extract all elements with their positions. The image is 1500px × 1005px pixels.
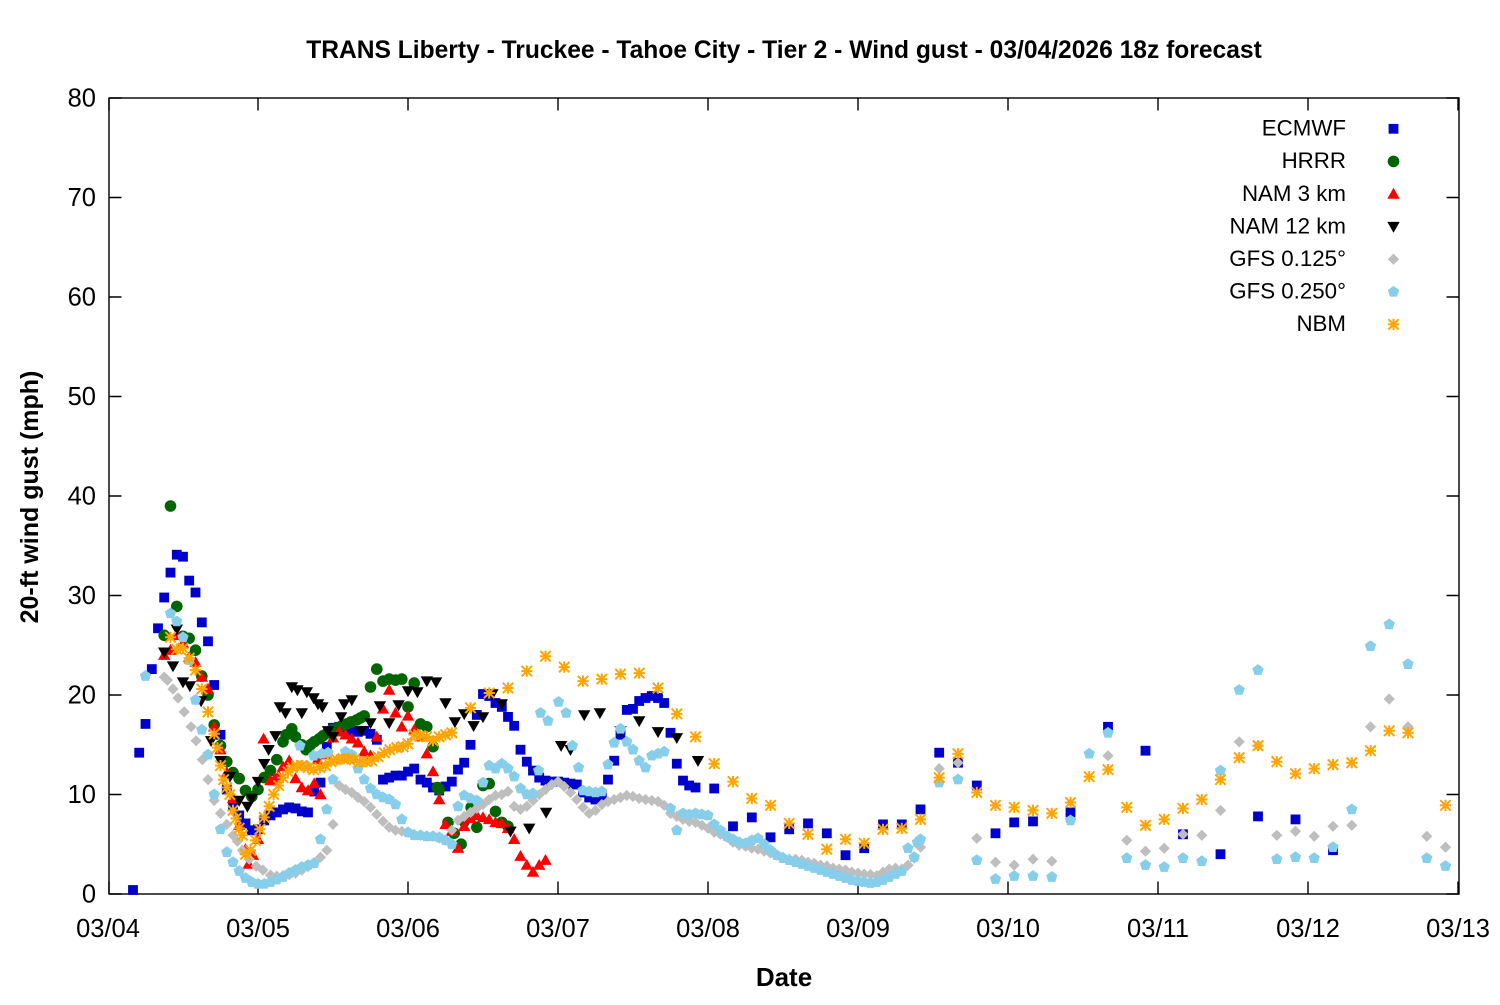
svg-text:TRANS Liberty - Truckee - Taho: TRANS Liberty - Truckee - Tahoe City - T…	[306, 37, 1262, 64]
svg-text:03/05: 03/05	[226, 915, 290, 943]
svg-text:03/13: 03/13	[1426, 915, 1490, 943]
svg-text:03/06: 03/06	[376, 915, 440, 943]
svg-text:NAM 3 km: NAM 3 km	[1242, 181, 1346, 206]
svg-text:20-ft wind gust (mph): 20-ft wind gust (mph)	[16, 371, 44, 624]
svg-text:NBM: NBM	[1296, 311, 1346, 336]
svg-text:03/12: 03/12	[1276, 915, 1340, 943]
svg-text:GFS 0.250°: GFS 0.250°	[1229, 279, 1346, 304]
svg-text:HRRR: HRRR	[1282, 148, 1346, 173]
svg-text:10: 10	[68, 781, 96, 809]
svg-text:20: 20	[68, 682, 96, 710]
svg-text:70: 70	[68, 184, 96, 212]
svg-text:40: 40	[68, 483, 96, 511]
svg-text:80: 80	[68, 85, 96, 113]
svg-text:30: 30	[68, 582, 96, 610]
svg-text:60: 60	[68, 284, 96, 312]
svg-text:03/08: 03/08	[676, 915, 740, 943]
svg-text:03/11: 03/11	[1127, 915, 1189, 943]
svg-text:NAM 12 km: NAM 12 km	[1230, 213, 1346, 238]
svg-text:03/09: 03/09	[826, 915, 890, 943]
svg-text:ECMWF: ECMWF	[1262, 116, 1346, 141]
svg-text:GFS 0.125°: GFS 0.125°	[1229, 246, 1346, 271]
svg-text:50: 50	[68, 383, 96, 411]
svg-text:0: 0	[82, 881, 96, 909]
svg-text:03/10: 03/10	[976, 915, 1040, 943]
svg-text:03/04: 03/04	[76, 915, 140, 943]
svg-text:03/07: 03/07	[526, 915, 590, 943]
svg-text:Date: Date	[756, 962, 812, 992]
